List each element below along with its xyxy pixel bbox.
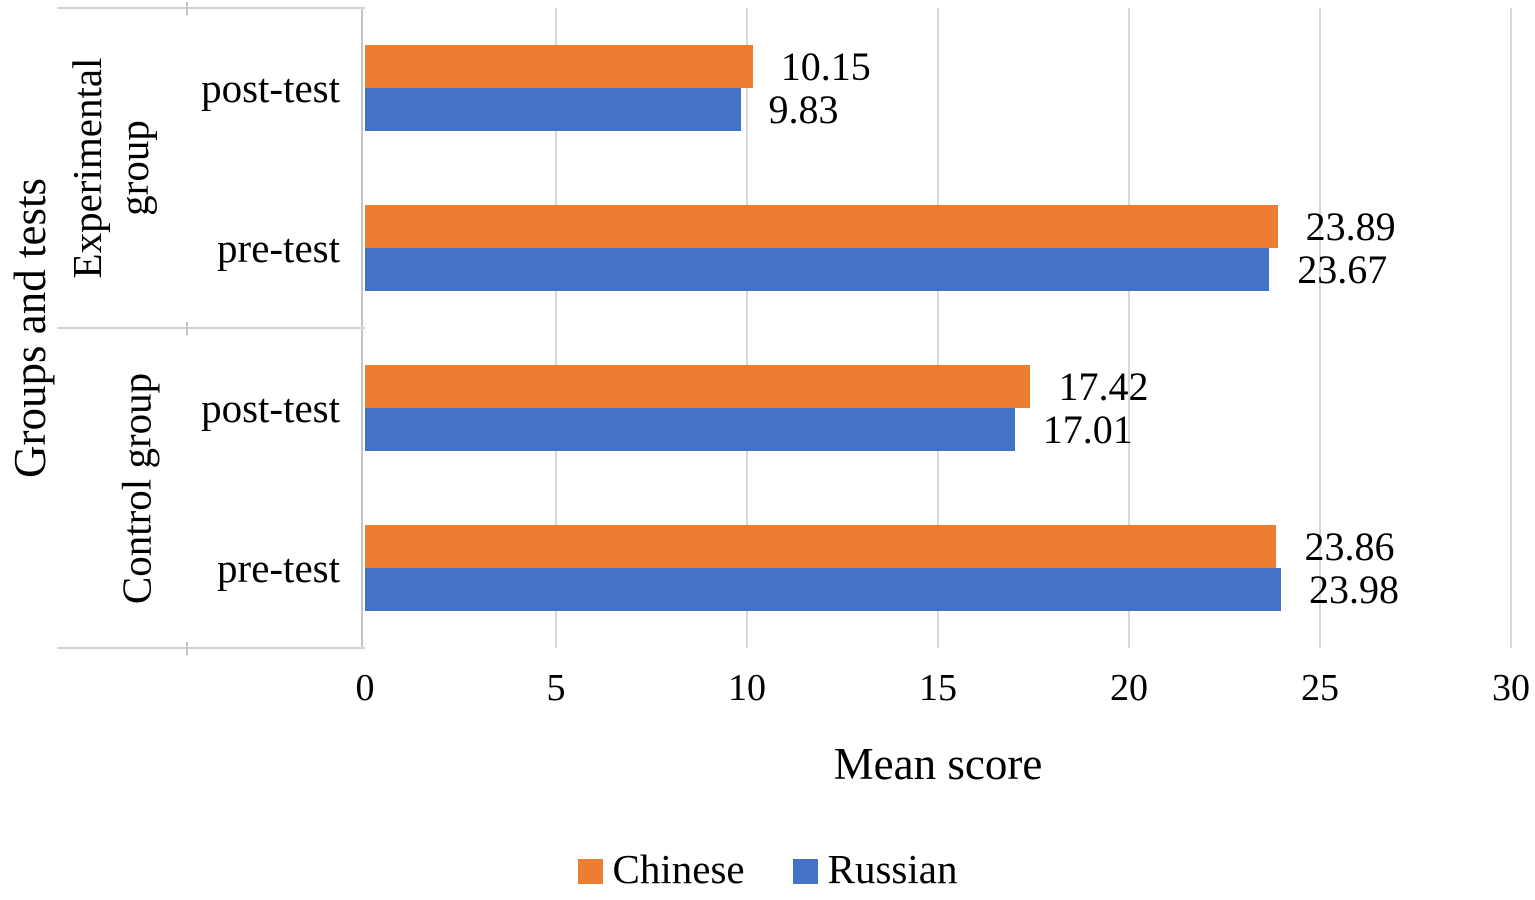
category-label-0: post-test <box>201 65 340 111</box>
data-label: 17.42 <box>1058 364 1149 409</box>
data-label: 17.01 <box>1042 407 1133 452</box>
y-axis-title: Groups and tests <box>5 178 55 478</box>
x-tick-label-30: 30 <box>1492 667 1530 709</box>
data-label: 23.67 <box>1297 247 1388 292</box>
data-label: 23.86 <box>1304 524 1395 569</box>
x-tick-label-20: 20 <box>1110 667 1148 709</box>
data-label: 9.83 <box>768 87 839 132</box>
bar-russian-pre-test-1 <box>365 248 1270 291</box>
x-tick-label-5: 5 <box>546 667 566 709</box>
gridline <box>1128 8 1130 648</box>
bar-chinese-post-test-0 <box>365 45 753 88</box>
bar-russian-post-test-0 <box>365 88 741 131</box>
gridline <box>1319 8 1321 648</box>
label-box-border <box>57 327 365 329</box>
legend-item-russian: Russian <box>792 846 958 892</box>
legend: Chinese Russian <box>0 846 1535 892</box>
data-label: 10.15 <box>780 44 871 89</box>
label-column-tick <box>186 322 188 335</box>
category-label-3: pre-test <box>217 545 340 591</box>
label-column-tick <box>186 2 188 15</box>
category-label-2: post-test <box>201 385 340 431</box>
bar-russian-pre-test-3 <box>365 568 1282 611</box>
x-tick-label-10: 10 <box>728 667 766 709</box>
label-column-tick <box>186 642 188 655</box>
label-box-border <box>57 647 365 649</box>
x-axis-title: Mean score <box>833 739 1043 789</box>
legend-swatch-chinese <box>577 858 603 884</box>
data-label: 23.98 <box>1309 567 1400 612</box>
legend-item-chinese: Chinese <box>577 846 745 892</box>
bar-chinese-pre-test-1 <box>365 205 1278 248</box>
legend-label: Russian <box>827 846 958 892</box>
gridline <box>746 8 748 648</box>
legend-swatch-russian <box>792 858 818 884</box>
legend-label: Chinese <box>612 846 745 892</box>
bar-russian-post-test-2 <box>365 408 1015 451</box>
x-tick-label-0: 0 <box>355 667 375 709</box>
gridline <box>937 8 939 648</box>
data-label: 23.89 <box>1305 204 1396 249</box>
x-tick-label-15: 15 <box>919 667 957 709</box>
category-label-1: pre-test <box>217 225 340 271</box>
group-label-0: Experimental group <box>64 57 157 279</box>
group-label-1: Control group <box>113 372 160 604</box>
label-box-border <box>57 7 365 9</box>
gridline <box>555 8 557 648</box>
bar-chinese-post-test-2 <box>365 365 1031 408</box>
gridline <box>1510 8 1512 648</box>
bar-chinese-pre-test-3 <box>365 525 1277 568</box>
x-tick-label-25: 25 <box>1301 667 1339 709</box>
